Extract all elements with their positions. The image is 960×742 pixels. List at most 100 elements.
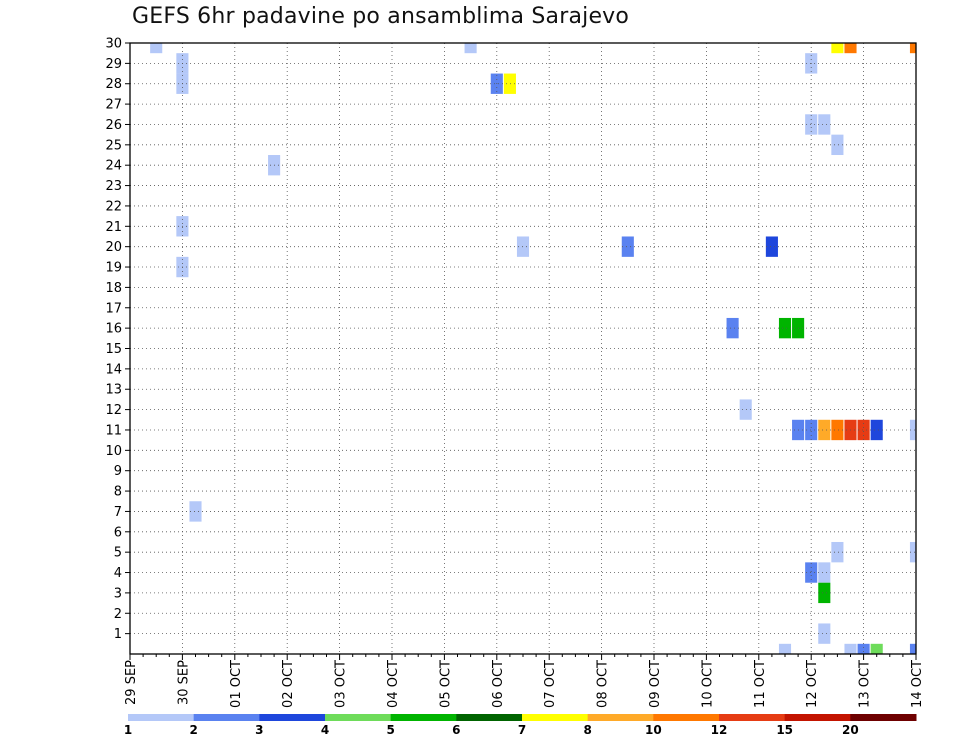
y-tick-label: 26 — [105, 118, 122, 133]
x-tick-label: 14 OCT — [910, 660, 925, 708]
y-tick-label: 29 — [105, 57, 122, 72]
y-tick-label: 30 — [105, 37, 122, 52]
precip-cell — [778, 317, 792, 339]
colorbar-segment — [522, 714, 589, 721]
precip-cell — [831, 134, 844, 156]
colorbar-label: 3 — [255, 723, 263, 737]
colorbar-segment — [784, 714, 851, 721]
colorbar-segment — [390, 714, 457, 721]
y-tick-label: 5 — [114, 546, 122, 561]
y-tick-label: 17 — [105, 301, 122, 316]
y-tick-label: 20 — [105, 240, 122, 255]
y-tick-label: 10 — [105, 444, 122, 459]
x-tick-label: 12 OCT — [805, 660, 820, 708]
precip-cell — [831, 43, 844, 54]
colorbar-label: 4 — [321, 723, 329, 737]
precip-cell — [831, 541, 844, 563]
x-tick-label: 02 OCT — [281, 660, 296, 708]
y-tick-label: 18 — [105, 281, 122, 296]
colorbar-label: 1 — [124, 723, 132, 737]
precip-cell — [831, 419, 844, 441]
precip-cell — [805, 114, 818, 135]
x-tick-label: 29 SEP — [124, 660, 139, 705]
colorbar-label: 2 — [189, 723, 197, 737]
precip-cell — [818, 419, 831, 441]
precip-cell — [739, 399, 752, 420]
y-tick-label: 7 — [114, 505, 122, 520]
colorbar-segment — [325, 714, 392, 721]
y-tick-label: 13 — [105, 383, 122, 398]
precip-cell — [805, 419, 818, 441]
precip-cell — [805, 562, 818, 583]
y-tick-label: 14 — [105, 362, 122, 377]
y-tick-label: 28 — [105, 77, 122, 92]
y-tick-label: 9 — [114, 464, 122, 479]
x-tick-label: 03 OCT — [334, 660, 349, 708]
colorbar-segment — [193, 714, 260, 721]
precip-cell — [909, 541, 916, 563]
x-tick-label: 11 OCT — [753, 660, 768, 708]
y-tick-label: 24 — [105, 159, 122, 174]
y-tick-label: 19 — [105, 261, 122, 276]
chart-title: GEFS 6hr padavine po ansamblima Sarajevo — [132, 4, 630, 29]
precip-cell — [857, 419, 870, 441]
x-tick-label: 06 OCT — [491, 660, 506, 708]
colorbar-segment — [456, 714, 523, 721]
y-tick-label: 8 — [114, 485, 122, 500]
precip-cell — [503, 73, 516, 94]
precip-cell — [844, 643, 857, 654]
colorbar-label: 8 — [583, 723, 591, 737]
x-tick-label: 10 OCT — [700, 660, 715, 708]
y-tick-label: 6 — [114, 525, 122, 540]
precip-cell — [844, 43, 857, 54]
colorbar-segment — [850, 714, 917, 721]
colorbar-segment — [653, 714, 720, 721]
y-tick-label: 4 — [114, 566, 122, 581]
x-tick-label: 09 OCT — [648, 660, 663, 708]
precip-cell — [818, 582, 831, 604]
precip-cell — [189, 501, 202, 522]
colorbar-label: 20 — [842, 723, 859, 737]
colorbar-label: 5 — [386, 723, 394, 737]
precip-cell — [909, 43, 916, 54]
precip-cell — [857, 643, 870, 654]
x-tick-label: 04 OCT — [386, 660, 401, 708]
x-tick-label: 30 SEP — [176, 660, 191, 705]
y-tick-label: 22 — [105, 199, 122, 214]
colorbar-label: 15 — [776, 723, 793, 737]
y-tick-label: 21 — [105, 220, 122, 235]
y-tick-label: 23 — [105, 179, 122, 194]
x-tick-label: 01 OCT — [229, 660, 244, 708]
y-tick-label: 1 — [114, 627, 122, 642]
y-tick-label: 11 — [105, 423, 122, 438]
precip-cell — [464, 43, 477, 54]
x-tick-label: 08 OCT — [596, 660, 611, 708]
y-tick-label: 3 — [114, 586, 122, 601]
x-tick-label: 07 OCT — [543, 660, 558, 708]
colorbar-label: 6 — [452, 723, 460, 737]
colorbar-label: 10 — [645, 723, 662, 737]
y-tick-label: 2 — [114, 607, 122, 622]
precip-cell — [818, 114, 831, 135]
precip-cell — [778, 643, 792, 654]
y-tick-label: 15 — [105, 342, 122, 357]
y-tick-label: 25 — [105, 138, 122, 153]
colorbar-label: 7 — [518, 723, 526, 737]
precip-cell — [870, 419, 883, 441]
precip-cell — [818, 562, 831, 583]
y-tick-label: 16 — [105, 322, 122, 337]
y-tick-label: 27 — [105, 98, 122, 113]
colorbar-segment — [128, 714, 195, 721]
y-tick-label: 12 — [105, 403, 122, 418]
precip-cell — [726, 317, 739, 339]
colorbar-label: 12 — [711, 723, 728, 737]
precip-cell — [150, 43, 163, 54]
precip-cell — [818, 623, 831, 644]
colorbar-segment — [587, 714, 654, 721]
colorbar-segment — [259, 714, 326, 721]
x-tick-label: 13 OCT — [858, 660, 873, 708]
precip-cell — [765, 236, 778, 257]
precip-cell — [909, 419, 916, 441]
precip-cell — [909, 643, 916, 654]
